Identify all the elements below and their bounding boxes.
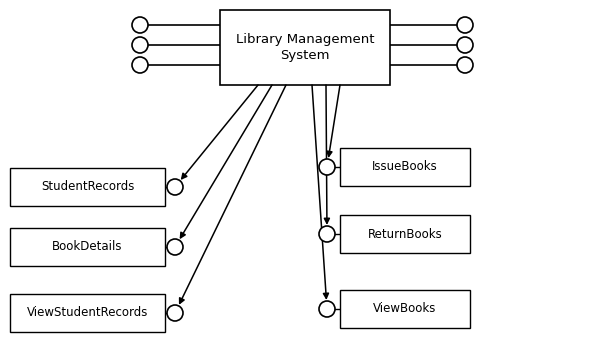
Bar <box>220 10 390 85</box>
Bar <box>10 228 165 266</box>
Text: ViewBooks: ViewBooks <box>373 302 437 315</box>
Text: IssueBooks: IssueBooks <box>372 161 438 174</box>
Text: StudentRecords: StudentRecords <box>41 181 134 194</box>
Circle shape <box>319 226 335 242</box>
Circle shape <box>457 57 473 73</box>
Bar <box>10 168 165 206</box>
Bar <box>10 294 165 332</box>
Bar <box>340 148 470 186</box>
Circle shape <box>132 37 148 53</box>
Text: ReturnBooks: ReturnBooks <box>368 228 442 240</box>
Circle shape <box>132 17 148 33</box>
Circle shape <box>167 305 183 321</box>
Circle shape <box>167 179 183 195</box>
Circle shape <box>167 239 183 255</box>
Bar <box>340 290 470 328</box>
Circle shape <box>319 301 335 317</box>
Text: Library Management
System: Library Management System <box>236 34 374 62</box>
Circle shape <box>132 57 148 73</box>
Circle shape <box>457 37 473 53</box>
Circle shape <box>319 159 335 175</box>
Circle shape <box>457 17 473 33</box>
Text: BookDetails: BookDetails <box>52 240 123 253</box>
Bar <box>340 215 470 253</box>
Text: ViewStudentRecords: ViewStudentRecords <box>27 307 148 320</box>
